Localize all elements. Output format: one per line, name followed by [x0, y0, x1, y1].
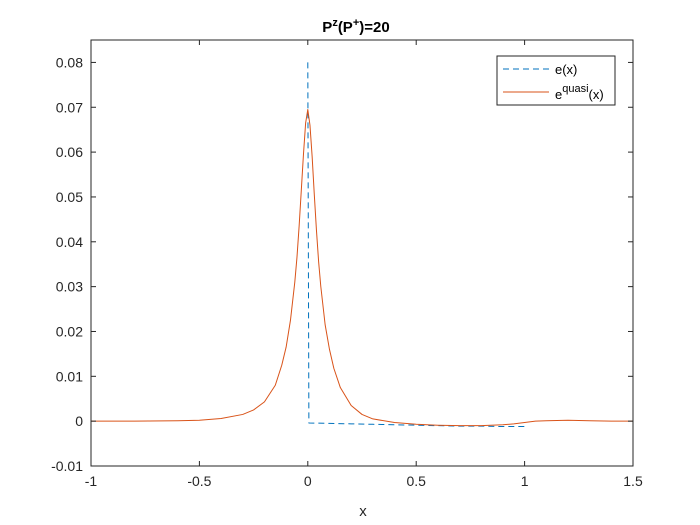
x-tick-label: 0: [304, 473, 312, 489]
y-tick-label: 0.06: [56, 144, 83, 160]
x-tick-label: -1: [85, 473, 98, 489]
y-tick-label: 0: [75, 413, 83, 429]
y-tick-label: 0.07: [56, 99, 83, 115]
x-tick-label: 0.5: [406, 473, 426, 489]
x-tick-label: -0.5: [187, 473, 211, 489]
y-tick-label: 0.05: [56, 189, 83, 205]
y-tick-label: 0.03: [56, 279, 83, 295]
y-tick-label: 0.08: [56, 54, 83, 70]
plot-frame: [91, 40, 633, 466]
y-tick-label: 0.04: [56, 234, 83, 250]
series-layer: [91, 62, 633, 428]
x-tick-label: 1: [521, 473, 529, 489]
legend-label-e: e(x): [555, 62, 577, 77]
legend-box: [496, 55, 616, 106]
x-axis-label: x: [359, 503, 367, 520]
x-tick-label: 1.5: [623, 473, 643, 489]
y-tick-label: -0.01: [51, 458, 83, 474]
series-line-equasi: [91, 109, 633, 427]
axis-layer: -1 -0.5 0 0.5 1 1.5 -0.01 0 0.01 0.02 0.03 0.04 0.05…: [51, 39, 643, 489]
y-tick-label: 0.01: [56, 368, 83, 384]
axes-box: [90, 39, 634, 467]
chart-title: Pz(P+)=20: [322, 17, 389, 36]
plot-area: -1 -0.5 0 0.5 1 1.5 -0.01 0 0.01 0.02 0.03 0.04 0.05…: [51, 39, 643, 489]
y-tick-label: 0.02: [56, 323, 83, 339]
legend-label-equasi: equasi(x): [555, 83, 604, 102]
legend: e(x) equasi(x): [496, 55, 616, 106]
